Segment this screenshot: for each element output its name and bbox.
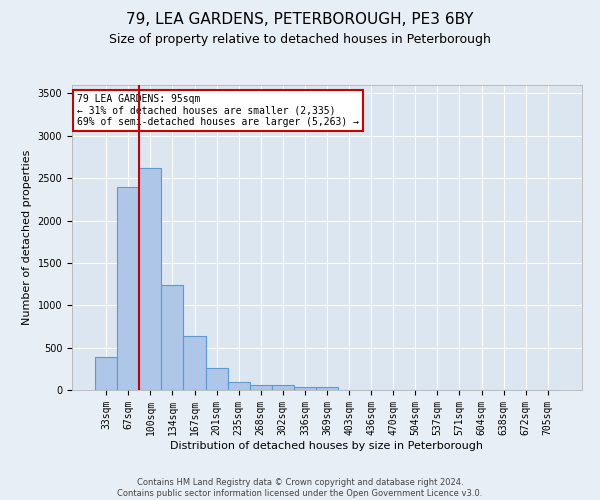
Bar [139, 168, 161, 390]
Bar [117, 186, 139, 390]
Bar [95, 357, 117, 390]
Bar [294, 386, 316, 390]
Text: 79, LEA GARDENS, PETERBOROUGH, PE3 6BY: 79, LEA GARDENS, PETERBOROUGH, PE3 6BY [126, 12, 474, 28]
Bar [250, 385, 272, 390]
X-axis label: Distribution of detached houses by size in Peterborough: Distribution of detached houses by size … [170, 440, 484, 450]
Bar [272, 386, 294, 390]
Bar [161, 285, 184, 390]
Bar [316, 388, 338, 390]
Bar [184, 336, 206, 390]
Y-axis label: Number of detached properties: Number of detached properties [22, 150, 32, 325]
Bar [206, 368, 227, 390]
Text: Size of property relative to detached houses in Peterborough: Size of property relative to detached ho… [109, 32, 491, 46]
Text: Contains HM Land Registry data © Crown copyright and database right 2024.
Contai: Contains HM Land Registry data © Crown c… [118, 478, 482, 498]
Text: 79 LEA GARDENS: 95sqm
← 31% of detached houses are smaller (2,335)
69% of semi-d: 79 LEA GARDENS: 95sqm ← 31% of detached … [77, 94, 359, 128]
Bar [227, 382, 250, 390]
